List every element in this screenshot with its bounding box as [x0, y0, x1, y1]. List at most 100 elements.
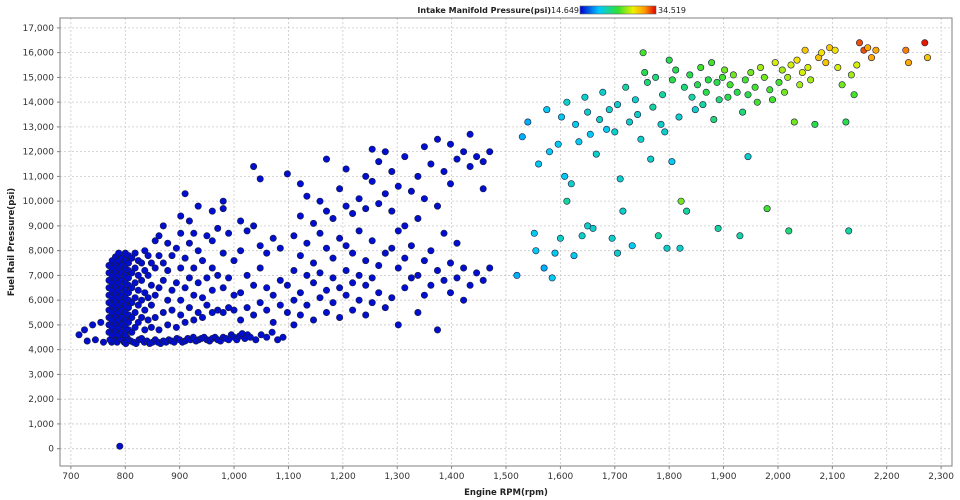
data-point [263, 284, 271, 292]
x-tick-label: 2,200 [874, 472, 900, 482]
data-point [214, 224, 222, 232]
x-tick-label: 900 [171, 472, 188, 482]
data-point [535, 160, 543, 168]
data-point [194, 279, 202, 287]
data-point [401, 222, 409, 230]
data-point [532, 247, 540, 255]
data-point [368, 237, 376, 245]
data-point [151, 264, 159, 272]
data-point [628, 242, 636, 250]
data-point [219, 249, 227, 257]
data-point [729, 71, 737, 79]
data-point [316, 229, 324, 237]
data-point [125, 274, 133, 282]
data-point [283, 308, 291, 316]
data-point [460, 296, 468, 304]
data-point [316, 197, 324, 205]
data-point [81, 326, 89, 334]
data-point [381, 190, 389, 198]
y-tick-label: 3,000 [28, 370, 54, 380]
data-point [159, 259, 167, 267]
data-point [834, 64, 842, 72]
data-point [433, 202, 441, 210]
data-point [256, 299, 264, 307]
data-point [322, 244, 330, 252]
y-tick-label: 1,000 [28, 420, 54, 430]
x-tick-label: 1,900 [711, 472, 737, 482]
data-point [283, 281, 291, 289]
data-point [381, 249, 389, 257]
data-point [147, 301, 155, 309]
data-point [199, 257, 207, 265]
data-point [446, 289, 454, 297]
data-point [199, 294, 207, 302]
data-point [394, 264, 402, 272]
data-point [276, 276, 284, 284]
data-point [446, 180, 454, 188]
data-point [177, 311, 185, 319]
data-point [144, 252, 152, 260]
data-point [151, 291, 159, 299]
data-point [691, 106, 699, 114]
data-point [329, 215, 337, 223]
data-point [605, 106, 613, 114]
data-point [309, 259, 317, 267]
data-point [151, 313, 159, 321]
data-point [581, 93, 589, 101]
x-tick-label: 1,700 [602, 472, 628, 482]
data-point [661, 128, 669, 136]
data-point [177, 212, 185, 220]
data-point [625, 118, 633, 126]
data-point [134, 318, 142, 326]
data-point [845, 227, 853, 235]
data-point [134, 271, 142, 279]
data-point [551, 249, 559, 257]
data-point [466, 281, 474, 289]
x-axis-title: Engine RPM(rpm) [464, 488, 548, 498]
data-point [177, 229, 185, 237]
data-point [368, 274, 376, 282]
data-point [486, 264, 494, 272]
data-point [657, 120, 665, 128]
data-point [710, 116, 718, 124]
data-point [336, 313, 344, 321]
data-point [586, 130, 594, 138]
x-tick-label: 1,500 [493, 472, 519, 482]
data-point [190, 264, 198, 272]
data-point [796, 81, 804, 89]
data-point [147, 323, 155, 331]
data-point [225, 229, 233, 237]
y-tick-label: 17,000 [23, 24, 55, 34]
data-point [473, 269, 481, 277]
data-point [427, 247, 435, 255]
gridlines [60, 18, 952, 466]
data-point [721, 66, 729, 74]
data-point [744, 91, 752, 99]
data-point [675, 113, 683, 121]
data-point [649, 103, 657, 111]
y-tick-label: 5,000 [28, 321, 54, 331]
data-point [208, 207, 216, 215]
data-point [219, 197, 227, 205]
data-point [230, 257, 238, 265]
data-point [322, 308, 330, 316]
data-point [164, 296, 172, 304]
data-point [486, 148, 494, 156]
data-point [214, 271, 222, 279]
data-point [336, 234, 344, 242]
y-tick-label: 10,000 [23, 197, 55, 207]
data-point [100, 338, 108, 346]
data-point [290, 232, 298, 240]
data-point [203, 274, 211, 282]
data-point [155, 326, 163, 334]
x-tick-label: 1,000 [221, 472, 247, 482]
data-point [407, 242, 415, 250]
color-legend-min: 14.649 [551, 6, 579, 15]
y-axis-title: Fuel Rail Pressure(psi) [7, 188, 17, 296]
data-point [388, 168, 396, 176]
data-point [543, 106, 551, 114]
data-point [665, 56, 673, 64]
y-tick-label: 7,000 [28, 271, 54, 281]
data-point [466, 163, 474, 171]
